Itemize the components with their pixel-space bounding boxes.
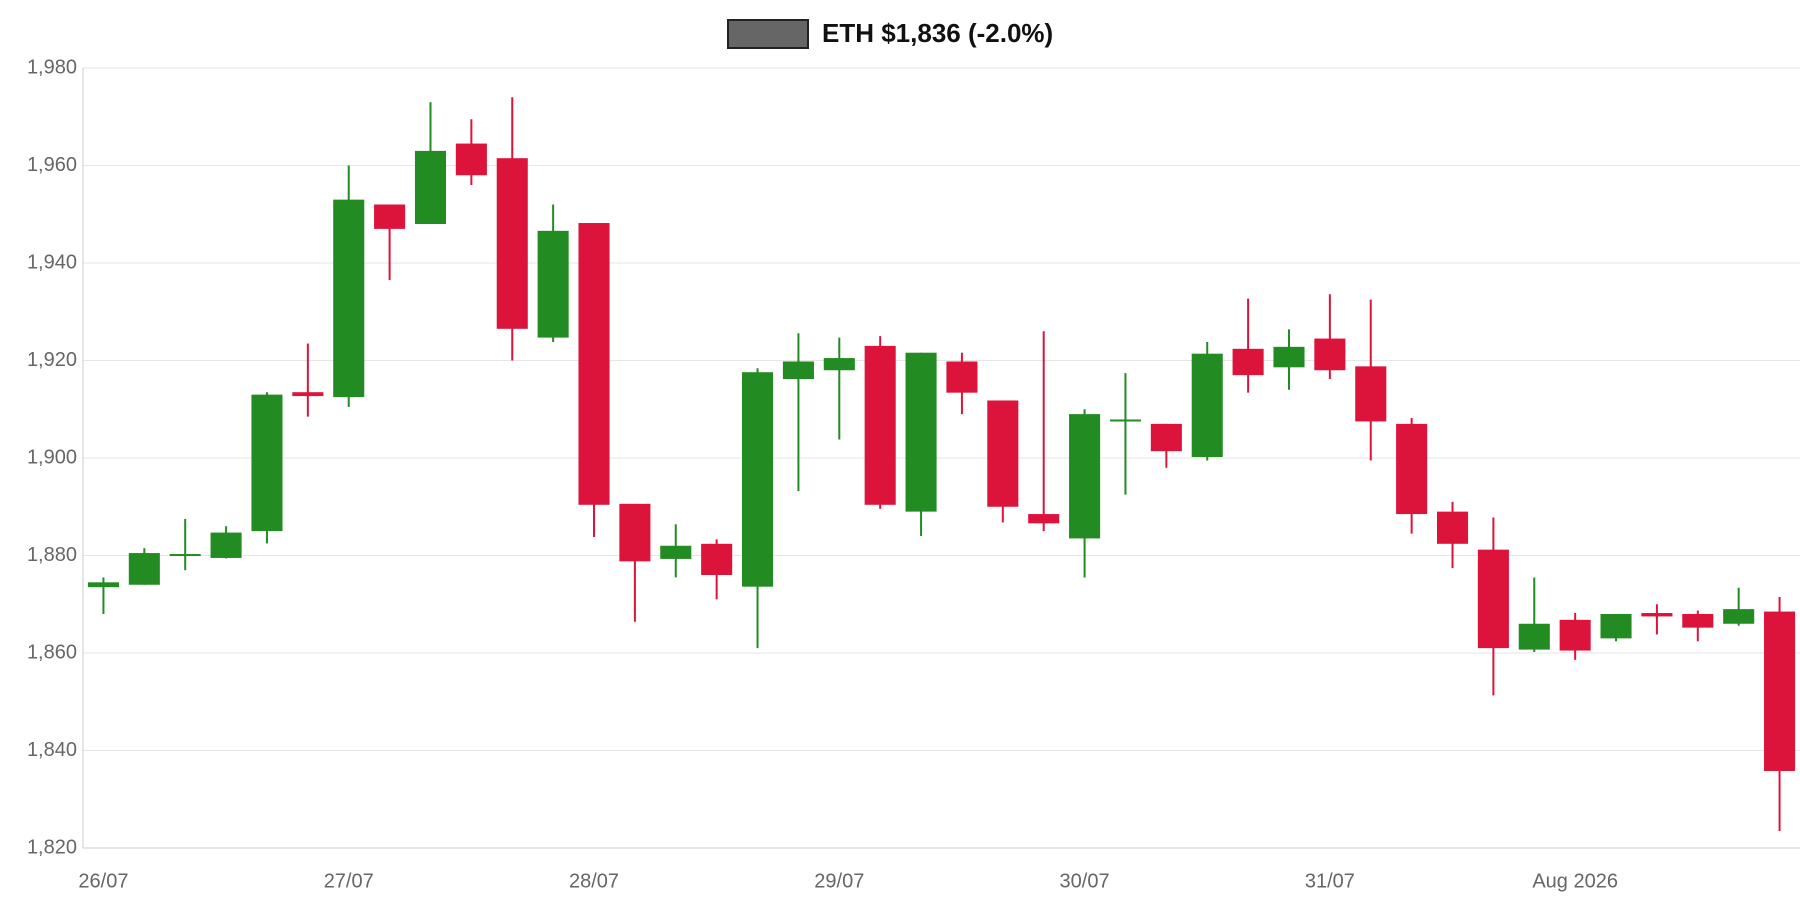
legend-label: ETH $1,836 (-2.0%) [822,18,1053,48]
x-tick-label: 30/07 [1060,870,1110,892]
candle-body [1109,419,1141,422]
candle-body [782,361,814,380]
candle-body [128,553,160,585]
x-tick-label: 28/07 [569,870,619,892]
candle-body [1069,414,1101,539]
y-tick-label: 1,880 [27,544,77,566]
candle-body [292,392,324,397]
candle-body [1600,614,1632,639]
candle-body [987,400,1019,507]
candle-body [1273,346,1305,368]
x-tick-label: 29/07 [814,870,864,892]
candle-body [864,345,896,505]
candle-body [1191,353,1223,458]
candle-body [660,545,692,559]
candle-body [946,361,978,393]
candle-body [1641,613,1673,617]
candle-body [251,394,283,532]
y-tick-label: 1,920 [27,349,77,371]
candle-body [374,204,406,229]
candle-body [87,582,119,588]
y-tick-label: 1,840 [27,739,77,761]
candle-body [1028,514,1060,524]
x-tick-label: 27/07 [324,870,374,892]
y-tick-label: 1,900 [27,446,77,468]
candle-body [701,543,733,575]
y-tick-label: 1,860 [27,641,77,663]
candle-body [823,358,855,371]
candle-body [578,223,610,505]
candle-body [1314,338,1346,371]
candle-body [1436,511,1469,544]
y-tick-label: 1,960 [27,154,77,176]
y-tick-label: 1,980 [27,56,77,78]
candle-body [210,532,242,558]
x-tick-label: Aug 2026 [1532,870,1618,892]
candle-body [619,503,651,562]
candle-body [1150,423,1182,452]
candle-body [1682,614,1714,628]
legend-swatch [727,19,809,49]
candle-body [742,372,774,587]
y-tick-label: 1,820 [27,836,77,858]
candle-body [1518,623,1550,650]
candle-body [537,230,569,338]
candle-body [1723,609,1755,624]
candle-body [455,143,487,176]
candle-body [1355,366,1387,422]
candle-body [169,554,201,557]
candle-body [496,158,528,329]
candle-body [905,352,937,512]
candle-body [1764,611,1796,771]
x-tick-label: 31/07 [1305,870,1355,892]
candle-body [1559,619,1591,651]
candle-body [414,150,447,224]
candle-body [1477,549,1509,649]
y-tick-label: 1,940 [27,251,77,273]
x-tick-label: 26/07 [78,870,128,892]
candle-body [1232,348,1264,376]
candle-body [1396,423,1428,515]
candle-body [333,199,365,398]
